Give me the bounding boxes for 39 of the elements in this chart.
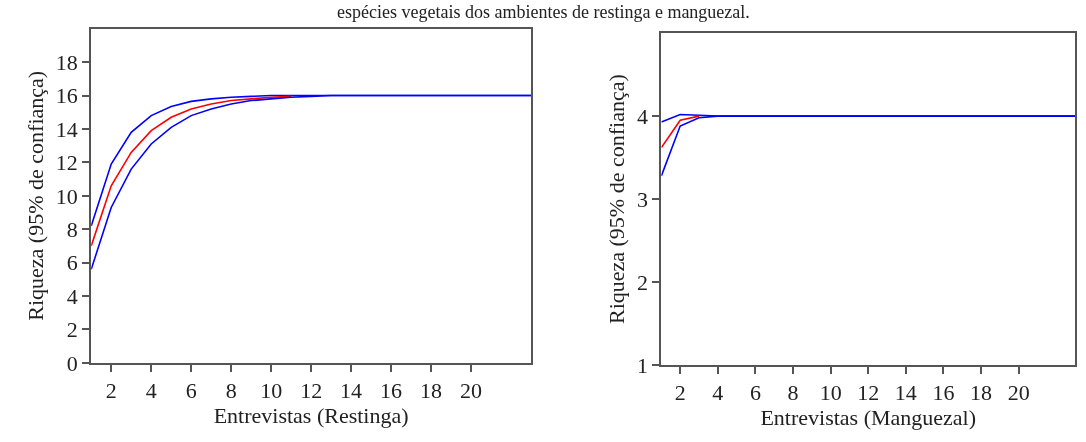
x-axis-title: Entrevistas (Manguezal): [760, 405, 977, 431]
x-tick-label: 14: [894, 380, 917, 406]
y-tick-label: 14: [55, 116, 78, 142]
y-tick-label: 2: [636, 269, 648, 295]
y-tick-label: 10: [55, 183, 78, 209]
x-tick-label: 8: [787, 380, 799, 406]
x-tick-label: 4: [712, 380, 724, 406]
x-tick-label: 16: [932, 380, 955, 406]
x-axis-title: Entrevistas (Restinga): [213, 403, 409, 429]
x-tick-label: 2: [674, 380, 686, 406]
y-axis-title: Riqueza (95% de confiança): [23, 70, 49, 321]
y-tick-label: 4: [66, 283, 78, 309]
x-tick-label: 8: [225, 378, 237, 404]
y-axis-title: Riqueza (95% de confiança): [604, 74, 630, 325]
y-tick-label: 8: [66, 216, 78, 242]
y-tick-label: 0: [66, 350, 78, 376]
x-tick-label: 6: [185, 378, 197, 404]
y-tick-label: 6: [66, 250, 78, 276]
x-tick-label: 20: [460, 378, 483, 404]
y-tick-label: 4: [636, 103, 648, 129]
x-tick-label: 2: [105, 378, 117, 404]
x-tick-label: 12: [857, 380, 880, 406]
y-tick-label: 2: [66, 317, 78, 343]
x-tick-label: 12: [300, 378, 323, 404]
x-tick-label: 16: [380, 378, 403, 404]
y-tick-label: 3: [636, 186, 648, 212]
y-tick-label: 12: [55, 150, 78, 176]
x-tick-label: 14: [340, 378, 363, 404]
x-tick-label: 4: [145, 378, 157, 404]
x-tick-label: 6: [749, 380, 761, 406]
x-tick-label: 10: [819, 380, 842, 406]
y-tick-label: 16: [55, 83, 78, 109]
y-tick-label: 1: [636, 352, 648, 378]
chart-title: espécies vegetais dos ambientes de restinga e manguezal.: [337, 2, 750, 22]
y-tick-label: 18: [55, 49, 78, 75]
x-tick-label: 10: [260, 378, 283, 404]
x-tick-label: 20: [1007, 380, 1030, 406]
x-tick-label: 18: [420, 378, 443, 404]
x-tick-label: 18: [970, 380, 993, 406]
